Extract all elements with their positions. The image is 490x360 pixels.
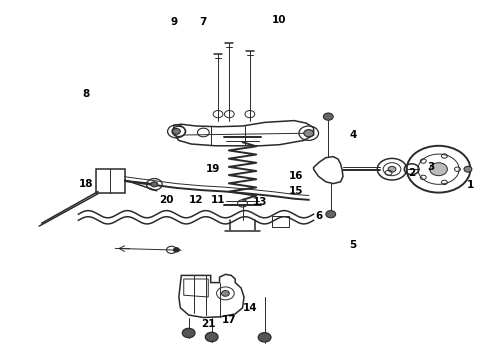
Circle shape — [182, 328, 195, 338]
Text: 4: 4 — [349, 130, 357, 140]
Text: 21: 21 — [201, 319, 216, 329]
Circle shape — [388, 166, 396, 172]
Text: 20: 20 — [159, 195, 174, 205]
Circle shape — [173, 248, 179, 252]
Text: 6: 6 — [315, 211, 322, 221]
Text: 3: 3 — [428, 162, 435, 172]
Text: 5: 5 — [349, 240, 356, 250]
Circle shape — [430, 163, 447, 176]
Text: 12: 12 — [189, 195, 203, 205]
Text: 7: 7 — [199, 17, 207, 27]
Circle shape — [258, 333, 271, 342]
Circle shape — [323, 113, 333, 120]
Text: 2: 2 — [408, 168, 415, 178]
Circle shape — [304, 130, 314, 137]
Text: 17: 17 — [222, 315, 237, 325]
Text: 11: 11 — [211, 195, 225, 205]
Circle shape — [326, 211, 336, 218]
Text: 15: 15 — [289, 186, 304, 196]
Circle shape — [221, 291, 229, 296]
Text: 18: 18 — [78, 179, 93, 189]
Circle shape — [464, 166, 472, 172]
Text: 1: 1 — [467, 180, 474, 190]
Text: 10: 10 — [272, 15, 287, 25]
Text: 19: 19 — [206, 164, 220, 174]
Text: 13: 13 — [252, 197, 267, 207]
Text: 9: 9 — [171, 17, 177, 27]
Text: 16: 16 — [289, 171, 304, 181]
Circle shape — [151, 182, 158, 187]
Circle shape — [172, 129, 180, 134]
Circle shape — [205, 332, 218, 342]
Text: 14: 14 — [243, 303, 257, 313]
Text: 8: 8 — [82, 89, 89, 99]
